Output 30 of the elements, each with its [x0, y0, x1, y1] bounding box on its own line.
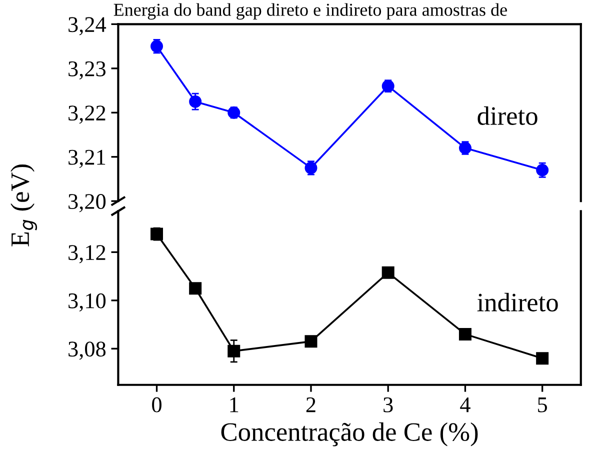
y-tick-label: 3,20: [68, 194, 106, 212]
y-tick-label: 3,23: [68, 61, 106, 80]
y-tick-label: 3,10: [68, 293, 106, 312]
y-axis-title: E$_{g}$ (eV): [10, 164, 38, 246]
point: [458, 142, 472, 154]
series-label: direto: [478, 106, 538, 125]
chart-title: Energia do band gap direto e indireto para amostras de: [114, 3, 507, 20]
x-tick-label: 1: [230, 397, 238, 412]
y-tick-label: 3,22: [68, 106, 106, 124]
x-tick-label: 0: [152, 397, 162, 412]
x-tick-label: 2: [306, 397, 316, 412]
point: [304, 335, 318, 348]
x-tick-label: 5: [538, 398, 548, 412]
x-axis-title: Concentração de Ce (%): [221, 422, 478, 446]
x-tick-label: 4: [460, 397, 470, 412]
point: [228, 344, 240, 358]
point: [150, 40, 164, 53]
point: [536, 164, 549, 176]
point: [189, 95, 202, 108]
point: [150, 228, 164, 240]
point: [536, 352, 549, 365]
y-tick-label: 3,21: [68, 150, 106, 168]
point: [189, 282, 202, 295]
x-tick-label: 3: [384, 397, 393, 412]
y-tick-label: 3,12: [68, 245, 106, 264]
y-tick-label: 3,24: [68, 17, 106, 36]
point: [458, 328, 472, 340]
series-label: indireto: [477, 292, 558, 312]
y-tick-label: 3,08: [68, 342, 106, 360]
point: [382, 266, 394, 279]
